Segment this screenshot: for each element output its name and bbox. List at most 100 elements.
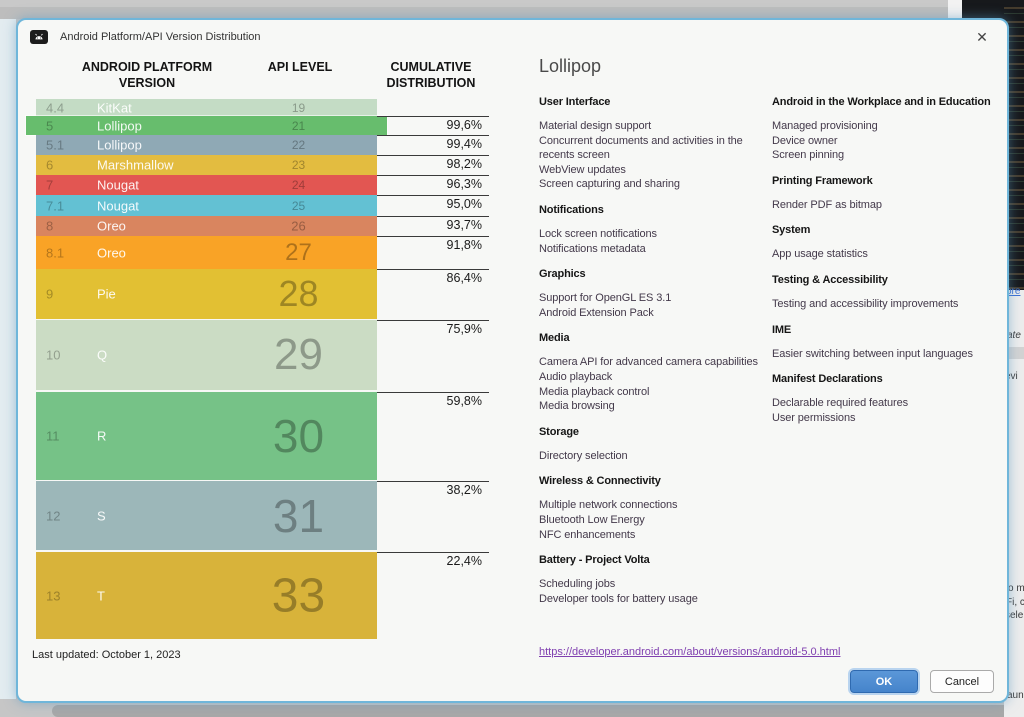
- cumulative-divider: [377, 116, 489, 117]
- version-row-7.1[interactable]: 7.1 Nougat 25: [36, 195, 377, 216]
- version-number: 10: [46, 347, 61, 363]
- feature-item: WebView updates: [539, 163, 626, 176]
- feature-section-title: Android in the Workplace and in Educatio…: [772, 96, 991, 108]
- background-toolbar-fragment: [1004, 347, 1024, 359]
- feature-section: System App usage statistics: [772, 224, 1008, 262]
- version-codename: S: [97, 508, 106, 523]
- selected-version-heading: Lollipop: [539, 56, 602, 76]
- feature-section-title: Manifest Declarations: [772, 373, 883, 386]
- cumulative-divider: [377, 155, 489, 156]
- feature-item: Lock screen notifications: [539, 227, 657, 240]
- cumulative-value: 98,2%: [446, 157, 482, 171]
- feature-section: Android in the Workplace and in Educatio…: [772, 96, 1008, 163]
- feature-item: Bluetooth Low Energy: [539, 513, 645, 526]
- close-icon[interactable]: ✕: [976, 29, 988, 45]
- feature-item: Screen pinning: [772, 149, 844, 162]
- feature-section: Manifest Declarations Declarable required…: [772, 373, 1008, 425]
- cumulative-divider: [377, 216, 489, 217]
- feature-item: Declarable required features: [772, 397, 909, 410]
- version-codename: R: [97, 428, 107, 444]
- feature-section-title: Testing & Accessibility: [772, 273, 888, 286]
- feature-item: Testing and accessibility improvements: [772, 297, 959, 310]
- cumulative-value: 93,7%: [446, 218, 482, 232]
- api-level-number: 26: [291, 218, 306, 234]
- feature-section: Printing Framework Render PDF as bitmap: [772, 175, 1008, 213]
- feature-section: Testing & Accessibility Testing and acces…: [772, 274, 1008, 312]
- feature-item: Camera API for advanced camera capabilit…: [539, 356, 758, 369]
- feature-item: Notifications metadata: [539, 242, 646, 255]
- version-row-8.1[interactable]: 8.1 Oreo 27: [36, 236, 377, 269]
- version-codename: Oreo: [97, 218, 126, 234]
- ok-button[interactable]: OK: [850, 670, 918, 693]
- background-text-fragment: ore: [1006, 286, 1021, 297]
- api-level-number: 24: [291, 178, 306, 192]
- background-code-editor: [1004, 0, 1024, 290]
- feature-item: Developer tools for battery usage: [539, 592, 698, 605]
- version-codename: Lollipop: [97, 137, 142, 153]
- feature-item: Audio playback: [539, 370, 613, 383]
- feature-section: IME Easier switching between input langua…: [772, 324, 1008, 362]
- cumulative-value: 95,0%: [446, 197, 482, 211]
- background-desktop-strip: [0, 0, 1024, 19]
- api-level-number: 25: [291, 198, 306, 213]
- cumulative-divider: [377, 236, 489, 237]
- background-text-fragment: evi: [1005, 371, 1018, 382]
- feature-item: Directory selection: [539, 449, 628, 462]
- version-number: 4.4: [46, 100, 65, 115]
- feature-section-title: IME: [772, 323, 792, 336]
- feature-section-title: Battery - Project Volta: [539, 554, 650, 567]
- background-glow: [0, 19, 16, 699]
- api-level-number: 30: [272, 410, 325, 462]
- documentation-link[interactable]: https://developer.android.com/about/vers…: [539, 646, 841, 658]
- feature-item: Media playback control: [539, 385, 650, 398]
- version-number: 7: [46, 177, 54, 193]
- feature-section-title: Printing Framework: [772, 174, 873, 187]
- cancel-button[interactable]: Cancel: [930, 670, 994, 693]
- cumulative-value: 96,3%: [446, 177, 482, 191]
- cumulative-divider: [377, 135, 489, 136]
- android-icon: [30, 30, 48, 44]
- feature-section: Wireless & Connectivity Multiple network …: [539, 475, 777, 542]
- version-row-12[interactable]: 12 S 31: [36, 481, 377, 550]
- version-row-13[interactable]: 13 T 33: [36, 552, 377, 639]
- version-number: 5.1: [46, 137, 65, 153]
- version-row-4.4[interactable]: 4.4 KitKat 19: [36, 99, 377, 116]
- api-level-number: 27: [285, 238, 312, 266]
- feature-section-title: Media: [539, 332, 570, 345]
- version-codename: Lollipop: [97, 118, 142, 133]
- version-number: 6: [46, 157, 54, 173]
- version-row-10[interactable]: 10 Q 29: [36, 320, 377, 390]
- column-header-platform-version: ANDROID PLATFORM VERSION: [81, 60, 213, 90]
- version-row-7[interactable]: 7 Nougat 24: [36, 175, 377, 195]
- background-desktop-bottom: [0, 699, 1024, 717]
- version-row-5[interactable]: 5 Lollipop 21: [26, 116, 387, 135]
- version-number: 13: [46, 588, 61, 603]
- version-row-5.1[interactable]: 5.1 Lollipop 22: [36, 135, 377, 155]
- cumulative-divider: [377, 195, 489, 196]
- feature-item: Android Extension Pack: [539, 306, 654, 319]
- feature-section: Graphics Support for OpenGL ES 3.1 Android…: [539, 268, 777, 320]
- version-codename: T: [97, 588, 105, 603]
- feature-item: Managed provisioning: [772, 120, 878, 132]
- column-header-api-level: API LEVEL: [267, 60, 333, 74]
- version-row-11[interactable]: 11 R 30: [36, 392, 377, 480]
- cumulative-divider: [377, 481, 489, 482]
- version-number: 8.1: [46, 245, 65, 260]
- api-level-number: 31: [272, 489, 325, 542]
- feature-section: User Interface Material design support Con…: [539, 96, 777, 192]
- feature-section: Storage Directory selection: [539, 426, 777, 464]
- features-column-left: User Interface Material design support Con…: [539, 96, 777, 618]
- feature-item: Scheduling jobs: [539, 578, 616, 591]
- feature-section-title: Graphics: [539, 268, 586, 281]
- background-text-fragment: o m: [1008, 583, 1024, 594]
- version-table: 4.4 KitKat 19 5 Lollipop 21 99,6% 5.1 Lollipop 22…: [18, 20, 1007, 701]
- version-codename: Pie: [97, 286, 116, 302]
- cumulative-divider: [377, 175, 489, 176]
- api-level-number: 33: [271, 569, 326, 622]
- version-row-9[interactable]: 9 Pie 28: [36, 269, 377, 319]
- background-window: [1004, 290, 1024, 717]
- dialog-titlebar: Android Platform/API Version Distributio…: [30, 26, 261, 48]
- version-row-6[interactable]: 6 Marshmallow 23: [36, 155, 377, 175]
- api-level-number: 23: [291, 158, 306, 172]
- version-row-8[interactable]: 8 Oreo 26: [36, 216, 377, 236]
